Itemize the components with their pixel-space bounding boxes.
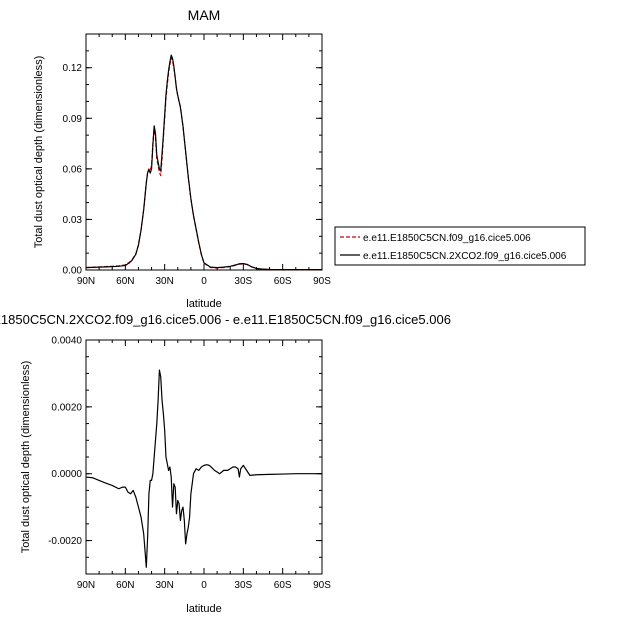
y-tick-label: 0.06: [63, 164, 83, 175]
x-tick-label: 0: [201, 276, 207, 287]
legend-box: [334, 226, 586, 266]
top-plot-frame: [85, 33, 323, 271]
x-tick-label: 90N: [77, 580, 95, 591]
y-tick-label: 0.09: [63, 114, 83, 125]
bottom-plot-frame: [85, 339, 323, 575]
series-line-2xco2: [85, 54, 322, 271]
x-tick-label: 90S: [313, 276, 331, 287]
bottom-y-axis-label: Total dust optical depth (dimensionless): [20, 361, 32, 554]
x-tick-label: 30S: [234, 276, 252, 287]
x-tick-label: 30S: [234, 580, 252, 591]
x-tick-label: 30N: [155, 276, 173, 287]
top-chart-title: MAM: [188, 7, 221, 23]
x-tick-label: 90N: [77, 276, 95, 287]
x-tick-label: 30N: [155, 580, 173, 591]
x-tick-label: 90S: [313, 580, 331, 591]
legend-label-2xco2: e.e11.E1850C5CN.2XCO2.f09_g16.cice5.006: [363, 251, 567, 262]
series-line-difference: [85, 369, 322, 568]
y-tick-label: -0.0020: [48, 536, 82, 547]
y-tick-label: 0.0000: [51, 469, 82, 480]
x-tick-label: 60S: [274, 580, 292, 591]
x-tick-label: 60N: [116, 276, 134, 287]
x-tick-label: 60N: [116, 580, 134, 591]
y-tick-label: 0.0020: [51, 402, 82, 413]
y-tick-label: 0.0040: [51, 336, 82, 347]
x-tick-label: 0: [201, 580, 207, 591]
bottom-panel: e.e11.E1850C5CN.2XCO2.f09_g16.cice5.006 …: [0, 312, 451, 615]
legend-label-control: e.e11.E1850C5CN.f09_g16.cice5.006: [363, 233, 531, 244]
top-panel: MAM 90N 60N 30N 0 30S 60S 90S 0.00 0.03 0.06 0.09 0…: [33, 7, 331, 310]
bottom-chart-title: e.e11.E1850C5CN.2XCO2.f09_g16.cice5.006 …: [0, 312, 451, 327]
legend: e.e11.E1850C5CN.f09_g16.cice5.006 e.e11.…: [334, 226, 586, 266]
y-tick-label: 0.12: [63, 63, 83, 74]
bottom-x-axis-label: latitude: [186, 603, 221, 615]
x-tick-label: 60S: [274, 276, 292, 287]
series-line-control: [85, 56, 322, 271]
top-x-axis-label: latitude: [186, 298, 221, 310]
y-tick-label: 0.00: [63, 266, 83, 277]
y-tick-label: 0.03: [63, 215, 83, 226]
top-y-axis-label: Total dust optical depth (dimensionless): [33, 56, 45, 249]
